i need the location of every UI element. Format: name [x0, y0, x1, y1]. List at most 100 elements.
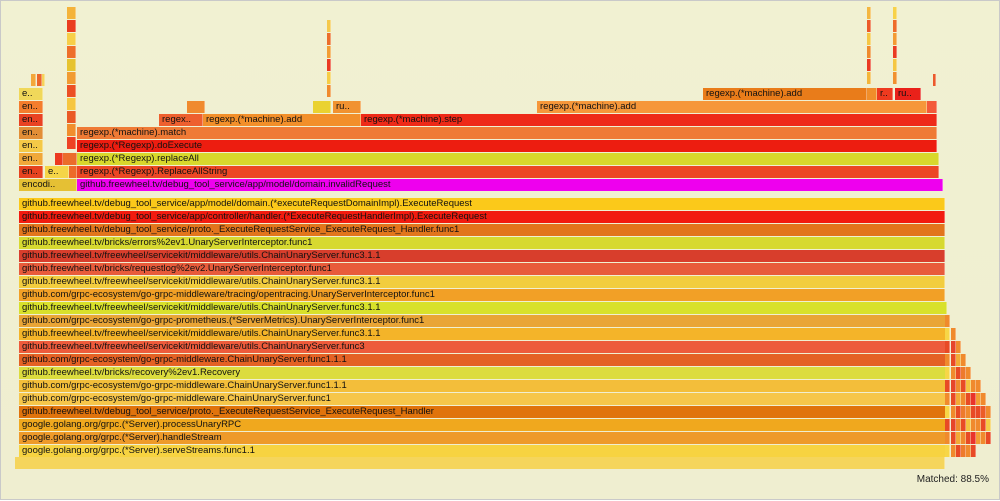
flame-frame-stack-15[interactable]: github.freewheel.tv/freewheel/servicekit…: [19, 250, 945, 262]
flame-frame-e[interactable]: e..: [45, 166, 69, 178]
flame-frame-stack-6[interactable]: github.freewheel.tv/bricks/recovery%2ev1…: [19, 367, 947, 379]
flame-frame-right[interactable]: [986, 432, 991, 444]
flame-frame-right[interactable]: [986, 419, 991, 431]
flame-frame-replace-all[interactable]: regexp.(*Regexp).replaceAll: [77, 153, 939, 165]
flame-frame-stack-0[interactable]: google.golang.org/grpc.(*Server).serveSt…: [19, 445, 949, 457]
flame-frame-right[interactable]: [966, 419, 971, 431]
flame-frame-right[interactable]: [971, 406, 976, 418]
flame-frame-right[interactable]: [945, 354, 950, 366]
flame-frame-en[interactable]: en..: [19, 127, 43, 139]
flame-frame[interactable]: [63, 153, 77, 165]
flame-frame-tower[interactable]: [893, 20, 897, 32]
flame-frame-right[interactable]: [966, 367, 971, 379]
flame-frame-right[interactable]: [986, 406, 991, 418]
flame-frame-right[interactable]: [945, 380, 950, 392]
flame-frame-right[interactable]: [951, 406, 956, 418]
flame-frame-right[interactable]: [945, 315, 950, 327]
flame-frame-stack-5[interactable]: github.com/grpc-ecosystem/go-grpc-middle…: [19, 380, 949, 392]
flame-frame-replace-all-string[interactable]: regexp.(*Regexp).ReplaceAllString: [77, 166, 939, 178]
flame-frame-tower[interactable]: [933, 74, 936, 86]
flame-frame[interactable]: [927, 101, 937, 113]
flame-frame-stack-2[interactable]: google.golang.org/grpc.(*Server).process…: [19, 419, 949, 431]
flame-frame-e-top[interactable]: e..: [19, 88, 43, 100]
flame-frame-right[interactable]: [951, 445, 956, 457]
flame-frame-tower[interactable]: [327, 85, 331, 97]
flame-frame-tower[interactable]: [867, 72, 871, 84]
flame-frame-right[interactable]: [945, 419, 950, 431]
flame-frame-invalid-request[interactable]: github.freewheel.tv/debug_tool_service/a…: [77, 179, 943, 191]
flame-frame-machine-add-3[interactable]: regexp.(*machine).add: [703, 88, 867, 100]
flame-frame-ru-2[interactable]: ru..: [895, 88, 921, 100]
flame-frame-right[interactable]: [956, 406, 961, 418]
flame-frame-stack-9[interactable]: github.freewheel.tv/freewheel/servicekit…: [19, 328, 947, 340]
flame-frame-tower[interactable]: [67, 7, 76, 19]
flame-frame-tower[interactable]: [67, 46, 76, 58]
flame-frame-stack-17[interactable]: github.freewheel.tv/debug_tool_service/p…: [19, 224, 945, 236]
flame-frame-tower[interactable]: [67, 124, 76, 136]
flame-frame-stack-16[interactable]: github.freewheel.tv/bricks/errors%2ev1.U…: [19, 237, 945, 249]
flame-frame[interactable]: [69, 166, 77, 178]
flame-frame-right[interactable]: [961, 367, 966, 379]
flame-frame-tower[interactable]: [67, 59, 76, 71]
flame-frame-tower[interactable]: [67, 111, 76, 123]
flame-frame-right[interactable]: [945, 432, 950, 444]
flame-frame-right[interactable]: [976, 406, 981, 418]
flame-frame-tower[interactable]: [67, 98, 76, 110]
flame-frame-right[interactable]: [961, 354, 966, 366]
flame-frame-right[interactable]: [966, 380, 971, 392]
flame-frame-tower[interactable]: [327, 33, 331, 45]
flame-frame-right[interactable]: [971, 432, 976, 444]
flame-frame-tower[interactable]: [327, 59, 331, 71]
flame-frame-right[interactable]: [961, 419, 966, 431]
flame-frame-stack-18[interactable]: github.freewheel.tv/debug_tool_service/a…: [19, 211, 945, 223]
flame-frame-encodi[interactable]: encodi..: [19, 179, 77, 191]
flame-frame[interactable]: [55, 153, 63, 165]
flame-frame-right[interactable]: [951, 354, 956, 366]
flame-frame-en[interactable]: en..: [19, 101, 43, 113]
flame-frame-en[interactable]: en..: [19, 114, 43, 126]
flame-frame-right[interactable]: [951, 432, 956, 444]
flame-frame-stack-19[interactable]: github.freewheel.tv/debug_tool_service/a…: [19, 198, 945, 210]
flame-frame-right[interactable]: [981, 419, 986, 431]
flame-root[interactable]: [15, 457, 945, 469]
flame-frame-tower[interactable]: [67, 20, 76, 32]
flame-frame-right[interactable]: [961, 393, 966, 405]
flame-frame-r[interactable]: r..: [877, 88, 893, 100]
flame-frame-right[interactable]: [981, 393, 986, 405]
flame-frame[interactable]: [187, 101, 205, 113]
flame-frame-right[interactable]: [981, 406, 986, 418]
flame-frame-right[interactable]: [981, 432, 986, 444]
flame-frame-right[interactable]: [945, 393, 950, 405]
flame-frame-right[interactable]: [945, 328, 950, 340]
flame-frame-right[interactable]: [951, 419, 956, 431]
flame-frame-right[interactable]: [961, 432, 966, 444]
flame-frame-right[interactable]: [945, 367, 950, 379]
flame-frame-tower[interactable]: [893, 46, 897, 58]
flame-frame-right[interactable]: [971, 419, 976, 431]
flame-frame-right[interactable]: [976, 432, 981, 444]
flame-frame-en[interactable]: en..: [19, 166, 43, 178]
flame-frame-tower[interactable]: [327, 72, 331, 84]
flame-frame-tower[interactable]: [867, 7, 871, 19]
flame-frame-do-execute[interactable]: regexp.(*Regexp).doExecute: [77, 140, 937, 152]
flame-frame-right[interactable]: [951, 341, 956, 353]
flame-frame-right[interactable]: [956, 380, 961, 392]
flame-frame-tower[interactable]: [42, 74, 45, 86]
flame-frame-stack-8[interactable]: github.freewheel.tv/freewheel/servicekit…: [19, 341, 947, 353]
flame-frame-right[interactable]: [966, 406, 971, 418]
flame-frame-right[interactable]: [945, 341, 950, 353]
flame-frame-right[interactable]: [945, 406, 950, 418]
flame-frame-right[interactable]: [961, 380, 966, 392]
flame-frame-right[interactable]: [966, 445, 971, 457]
flame-frame[interactable]: [867, 88, 877, 100]
flame-frame-right[interactable]: [951, 367, 956, 379]
flame-frame-right[interactable]: [951, 393, 956, 405]
flame-frame-stack-12[interactable]: github.com/grpc-ecosystem/go-grpc-middle…: [19, 289, 945, 301]
flame-frame-right[interactable]: [951, 380, 956, 392]
flame-frame-right[interactable]: [966, 393, 971, 405]
flame-frame-machine-add[interactable]: regexp.(*machine).add: [203, 114, 361, 126]
flame-frame-right[interactable]: [961, 445, 966, 457]
flame-frame[interactable]: [313, 101, 331, 113]
flame-frame-tower[interactable]: [67, 33, 76, 45]
flame-frame-ru[interactable]: ru..: [333, 101, 361, 113]
